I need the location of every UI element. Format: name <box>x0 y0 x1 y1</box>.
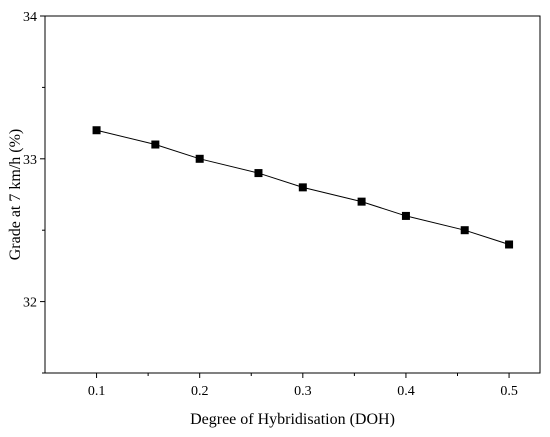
x-tick-label: 0.2 <box>191 384 209 399</box>
data-point <box>254 169 263 178</box>
y-tick-label: 34 <box>23 10 37 25</box>
y-axis-ticks: 32 33 34 <box>23 10 45 374</box>
x-axis-ticks: 0.1 0.2 0.3 0.4 0.5 <box>88 373 518 399</box>
data-point <box>151 140 160 149</box>
x-axis-label: Degree of Hybridisation (DOH) <box>190 411 395 428</box>
plot-frame <box>44 15 541 374</box>
y-tick-label: 33 <box>23 153 37 168</box>
x-tick-label: 0.1 <box>88 384 106 399</box>
data-point <box>298 183 307 192</box>
data-point <box>460 226 469 235</box>
data-point <box>92 126 101 135</box>
data-point <box>505 240 514 249</box>
x-tick-label: 0.3 <box>294 384 312 399</box>
data-point <box>195 154 204 163</box>
y-tick-label: 32 <box>23 296 37 311</box>
x-tick-label: 0.5 <box>500 384 518 399</box>
x-tick-label: 0.4 <box>397 384 415 399</box>
series-markers <box>92 126 514 249</box>
data-point <box>401 211 410 220</box>
data-point <box>357 197 366 206</box>
y-axis-label: Grade at 7 km/h (%) <box>7 129 24 261</box>
